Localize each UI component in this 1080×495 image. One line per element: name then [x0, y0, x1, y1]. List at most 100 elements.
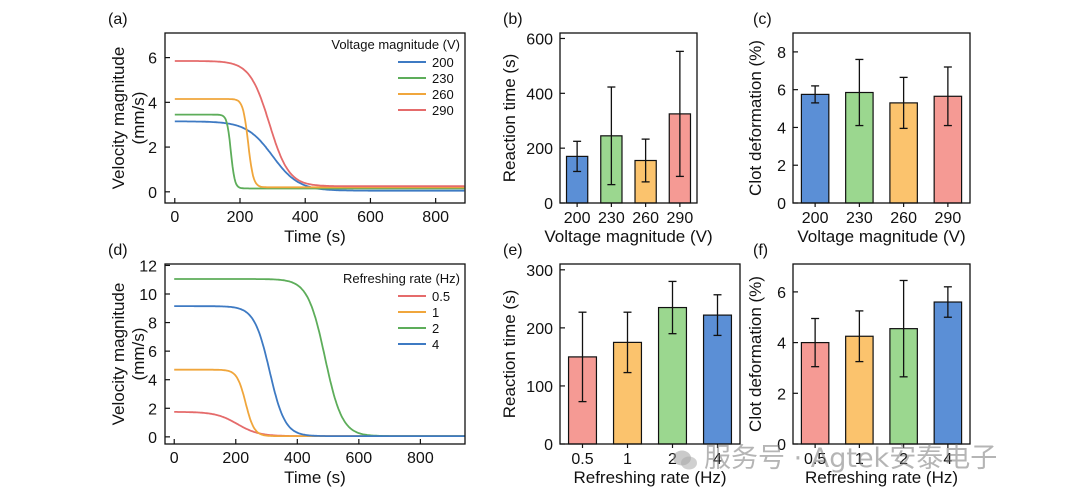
y-tick-label: 2	[777, 158, 786, 175]
y-tick-label: 0	[544, 437, 553, 454]
legend-title: Voltage magnitude (V)	[331, 37, 460, 52]
plot-frame-d	[164, 263, 466, 445]
legend-entry: 290	[432, 103, 454, 118]
panel-label: (d)	[108, 242, 128, 259]
y-tick-label: 6	[777, 83, 786, 100]
panel-label: (c)	[753, 11, 772, 28]
panel-label: (a)	[108, 11, 128, 28]
x-tick-label: 400	[292, 209, 319, 226]
x-tick-label: 0	[170, 209, 179, 226]
x-tick-label: 1	[623, 451, 632, 468]
series-line-4	[174, 305, 465, 437]
y-tick-label: 4	[777, 336, 786, 353]
y-tick-label: 2	[148, 140, 157, 157]
series-line-1	[174, 368, 465, 437]
y-tick-label: 4	[777, 120, 786, 137]
legend-entry: 1	[432, 305, 439, 320]
x-tick-label: 600	[345, 450, 372, 467]
series-line-290	[174, 60, 465, 188]
panel-c: 200 230 260 290 0 2 4 6 8 Voltage magnitude (V) Cl…	[746, 11, 971, 246]
legend-entry: 2	[432, 321, 439, 336]
legend-entry: 200	[432, 55, 454, 70]
panel-label: (b)	[503, 11, 523, 28]
y-tick-label: 300	[526, 263, 553, 280]
y-axis-label: Reaction time (s)	[500, 290, 519, 418]
y-tick-label: 6	[777, 285, 786, 302]
x-tick-label: 260	[890, 210, 917, 227]
x-tick-label: 290	[935, 210, 962, 227]
bar-4	[933, 301, 963, 445]
series-line-2	[174, 278, 465, 437]
legend-entry: 230	[432, 71, 454, 86]
x-tick-label: 800	[422, 209, 449, 226]
x-tick-label: 1	[855, 451, 864, 468]
y-tick-label: 8	[148, 316, 157, 333]
plot-frame-f	[792, 263, 971, 445]
y-tick-label: 6	[148, 344, 157, 361]
legend-entry: 260	[432, 87, 454, 102]
panel-label: (f)	[753, 242, 768, 259]
y-tick-label: 0	[777, 196, 786, 213]
y-axis-label: Velocity magnitude	[109, 283, 128, 426]
x-tick-label: 0.5	[571, 451, 593, 468]
wechat-icon	[673, 450, 697, 469]
panel-label: (e)	[503, 242, 523, 259]
x-tick-label: 290	[667, 210, 694, 227]
legend-entry: 4	[432, 337, 439, 352]
series-line-230	[174, 113, 465, 190]
y-tick-label: 0	[777, 437, 786, 454]
y-tick-label: 0	[148, 430, 157, 447]
y-tick-label: 0	[148, 185, 157, 202]
y-axis-unit-label: (mm/s)	[129, 328, 148, 381]
plot-frame-c	[792, 32, 971, 204]
y-tick-label: 400	[526, 86, 553, 103]
x-axis-label: Voltage magnitude (V)	[544, 227, 712, 246]
x-tick-label: 400	[284, 450, 311, 467]
y-tick-label: 12	[139, 258, 157, 275]
series-line-0-5	[174, 411, 465, 437]
x-tick-label: 600	[357, 209, 384, 226]
panel-b: 200 230 260 290 0 200 400 600 Voltage magnitude …	[500, 11, 713, 246]
x-tick-label: 2	[899, 451, 908, 468]
watermark-text: 服务号 · Agtek安泰电子	[704, 443, 998, 474]
plot-frame-a	[164, 32, 466, 204]
x-axis-label: Refreshing rate (Hz)	[805, 468, 958, 487]
y-tick-label: 10	[139, 287, 157, 304]
x-tick-label: 260	[632, 210, 659, 227]
series-line-200	[174, 120, 465, 192]
x-tick-label: 200	[564, 210, 591, 227]
y-tick-label: 2	[148, 401, 157, 418]
y-tick-label: 6	[148, 51, 157, 68]
y-tick-label: 0	[544, 196, 553, 213]
panel-f: 0.5 1 2 4 0 2 4 6 Refreshing rate (Hz) Clot defor…	[746, 242, 971, 487]
legend-entry: 0.5	[432, 289, 450, 304]
plot-frame-b	[559, 32, 698, 204]
bar-200	[800, 93, 830, 204]
y-tick-label: 200	[526, 141, 553, 158]
y-tick-label: 200	[526, 321, 553, 338]
watermark: 服务号 · Agtek安泰电子	[672, 436, 997, 475]
panel-e: 0.5 1 2 4 0 100 200 300 Refreshing rate (Hz) Reac…	[500, 242, 741, 487]
x-axis-label: Refreshing rate (Hz)	[573, 468, 726, 487]
plot-frame-e	[559, 263, 741, 445]
x-tick-label: 230	[846, 210, 873, 227]
x-tick-label: 800	[407, 450, 434, 467]
x-axis-label: Time (s)	[284, 227, 346, 246]
y-tick-label: 4	[148, 373, 157, 390]
x-axis-label: Time (s)	[284, 468, 346, 487]
y-tick-label: 100	[526, 379, 553, 396]
y-axis-label: Clot deformation (%)	[746, 276, 765, 432]
x-tick-label: 2	[668, 451, 677, 468]
x-tick-label: 0.5	[804, 451, 826, 468]
x-tick-label: 230	[598, 210, 625, 227]
y-tick-label: 4	[148, 95, 157, 112]
y-axis-label: Velocity magnitude	[109, 47, 128, 190]
y-axis-label: Reaction time (s)	[500, 54, 519, 182]
x-tick-label: 0	[170, 450, 179, 467]
x-tick-label: 4	[943, 451, 952, 468]
y-tick-label: 2	[777, 386, 786, 403]
panel-a: 0 200 400 600 800 0 2 4 6 Time (s) Velocity magnit…	[108, 11, 466, 246]
x-tick-label: 200	[227, 209, 254, 226]
